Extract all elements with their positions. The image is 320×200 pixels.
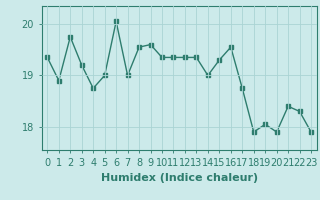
X-axis label: Humidex (Indice chaleur): Humidex (Indice chaleur): [100, 173, 258, 183]
